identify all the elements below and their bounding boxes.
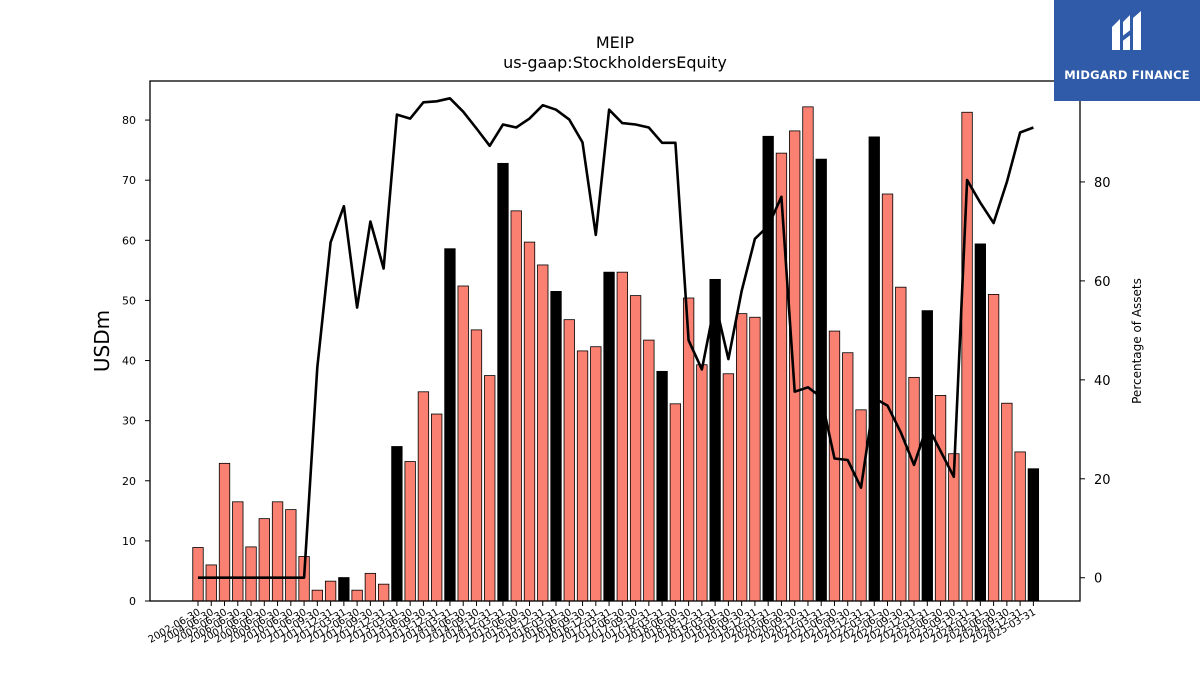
bar bbox=[218, 462, 231, 602]
bar bbox=[311, 589, 323, 602]
bar bbox=[391, 446, 403, 602]
bar bbox=[815, 158, 827, 602]
bar bbox=[457, 285, 469, 602]
y-tick-label: 40 bbox=[122, 355, 136, 368]
line-path bbox=[198, 97, 1034, 580]
y2-tick-label: 40 bbox=[1094, 374, 1111, 389]
bar bbox=[722, 373, 735, 602]
bar-series bbox=[192, 106, 1040, 602]
bar bbox=[497, 162, 509, 602]
y2-axis-label: Percentage of Assets bbox=[1130, 278, 1144, 404]
y-tick-label: 20 bbox=[122, 475, 136, 488]
y2-tick-label: 80 bbox=[1094, 176, 1111, 191]
bar bbox=[643, 339, 655, 602]
bar bbox=[736, 313, 748, 602]
y-tick-label: 60 bbox=[122, 234, 136, 247]
bar bbox=[789, 130, 801, 602]
y-axis-left: 0 10 20 30 40 50 60 70 80 bbox=[122, 114, 150, 608]
bar bbox=[974, 243, 986, 602]
bar bbox=[417, 391, 430, 602]
bar bbox=[921, 310, 933, 602]
bar bbox=[523, 241, 536, 602]
bar bbox=[431, 413, 443, 602]
bar bbox=[364, 572, 377, 602]
bar bbox=[908, 376, 920, 602]
chart-subtitle: us-gaap:StockholdersEquity bbox=[503, 53, 727, 72]
bar bbox=[1027, 468, 1040, 602]
bar bbox=[802, 106, 814, 602]
y2-tick-label: 20 bbox=[1094, 473, 1111, 488]
bar bbox=[1001, 402, 1013, 602]
line-series bbox=[198, 97, 1034, 580]
bar bbox=[510, 210, 522, 602]
bar bbox=[855, 409, 867, 602]
y-tick-label: 0 bbox=[129, 595, 136, 608]
bar bbox=[629, 295, 642, 602]
bar bbox=[603, 271, 615, 602]
y-axis-label: USDm bbox=[90, 310, 114, 372]
bar bbox=[842, 352, 854, 602]
bar bbox=[377, 583, 390, 602]
bar bbox=[590, 346, 602, 602]
y-axis-right: 0 20 40 60 80 bbox=[1080, 176, 1111, 587]
y2-tick-label: 0 bbox=[1094, 572, 1102, 587]
bar bbox=[444, 248, 456, 602]
bar bbox=[775, 152, 788, 602]
y-tick-label: 10 bbox=[122, 535, 136, 548]
bar bbox=[245, 546, 257, 602]
y-tick-label: 70 bbox=[122, 174, 136, 187]
bar bbox=[762, 135, 774, 602]
brand-logo: MIDGARD FINANCE bbox=[1054, 0, 1200, 101]
bar bbox=[404, 461, 416, 602]
bar bbox=[537, 264, 549, 602]
bar bbox=[484, 375, 496, 602]
bar bbox=[616, 271, 628, 602]
brand-name: MIDGARD FINANCE bbox=[1064, 68, 1190, 82]
y-tick-label: 50 bbox=[122, 294, 136, 307]
bar bbox=[868, 136, 880, 602]
bar bbox=[656, 370, 668, 602]
bar bbox=[271, 501, 284, 602]
chart-title: MEIP bbox=[596, 33, 635, 52]
bar bbox=[1014, 451, 1026, 602]
bar bbox=[709, 278, 721, 602]
y-tick-label: 30 bbox=[122, 415, 136, 428]
bar bbox=[934, 395, 947, 602]
bar bbox=[324, 580, 337, 602]
bar bbox=[192, 547, 204, 602]
bar bbox=[696, 364, 708, 602]
bar bbox=[338, 577, 350, 602]
y2-tick-label: 60 bbox=[1094, 275, 1111, 290]
bar bbox=[828, 330, 841, 602]
bar bbox=[232, 501, 244, 602]
bar bbox=[550, 291, 562, 602]
bar bbox=[351, 589, 363, 602]
bar bbox=[205, 564, 217, 602]
bar bbox=[470, 329, 483, 602]
bar bbox=[576, 350, 589, 602]
bar bbox=[285, 509, 297, 602]
bar bbox=[258, 518, 270, 602]
plot-frame bbox=[149, 80, 1081, 602]
x-axis: 2002-06-302004-06-302005-06-302006-06-30… bbox=[147, 601, 1038, 646]
y-tick-label: 80 bbox=[122, 114, 136, 127]
bar bbox=[749, 316, 761, 602]
bar bbox=[987, 294, 1000, 602]
bar bbox=[563, 319, 575, 602]
bar bbox=[881, 193, 894, 602]
bar bbox=[669, 403, 682, 602]
midgard-m-icon bbox=[1112, 11, 1141, 50]
